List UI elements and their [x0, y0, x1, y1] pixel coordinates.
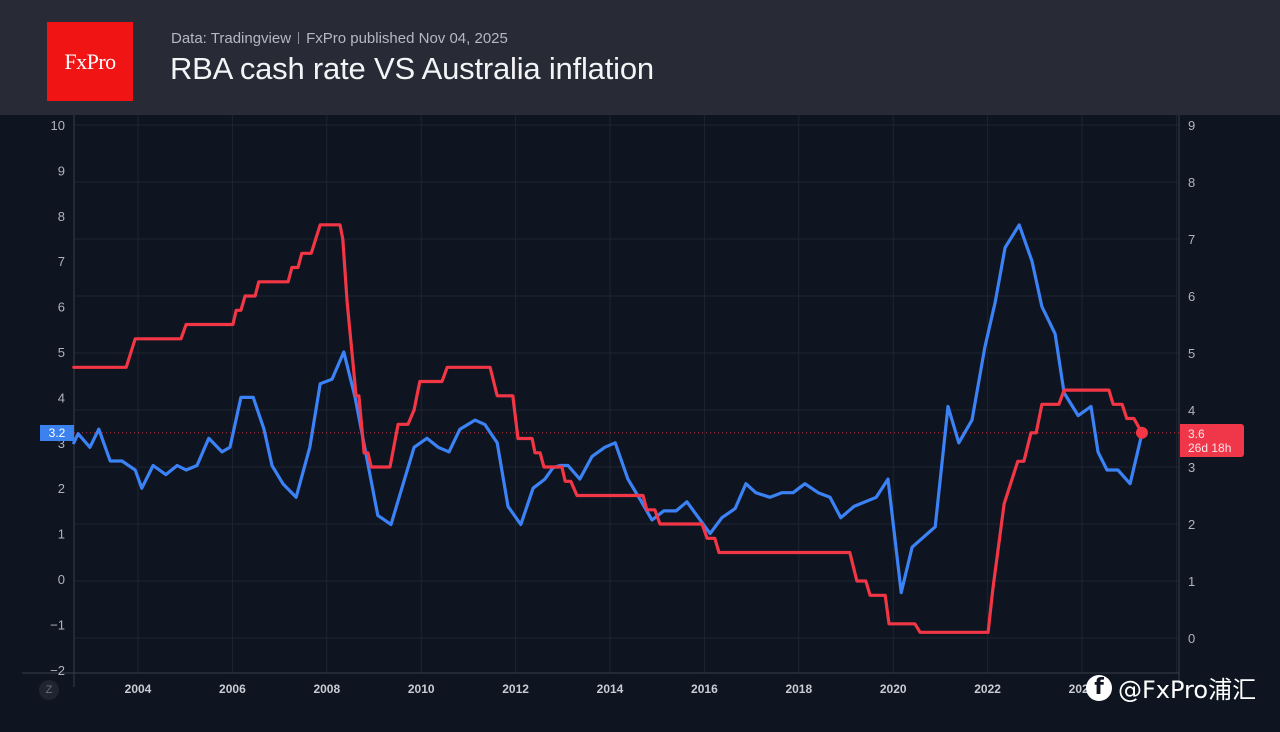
- right-tick-label: 7: [1188, 232, 1195, 247]
- chart-background: [0, 115, 1280, 732]
- separator: [298, 32, 300, 44]
- right-tick-label: 8: [1188, 175, 1195, 190]
- cash-rate-last-point-marker: [1135, 426, 1148, 439]
- x-tick-label: 2012: [502, 682, 529, 696]
- left-tick-label: 2: [58, 481, 65, 496]
- x-tick-label: 2010: [408, 682, 435, 696]
- right-tick-label: 4: [1188, 403, 1195, 418]
- left-tick-label: 1: [58, 527, 65, 542]
- x-tick-label: 2004: [125, 682, 152, 696]
- watermark: f @FxPro浦汇: [1086, 670, 1256, 705]
- left-tick-label: −1: [50, 617, 65, 632]
- facebook-icon: f: [1086, 674, 1112, 701]
- right-tick-label: 5: [1188, 346, 1195, 361]
- watermark-text: @FxPro浦汇: [1118, 676, 1257, 704]
- x-tick-label: 2022: [974, 682, 1001, 696]
- fxpro-logo: FxPro: [47, 22, 133, 101]
- logo-text: FxPro: [64, 48, 116, 74]
- left-tick-label: 3: [58, 436, 65, 451]
- left-tick-label: 7: [58, 254, 65, 269]
- left-tick-label: 6: [58, 300, 65, 315]
- x-tick-label: 2014: [597, 682, 624, 696]
- data-source: Data: Tradingview: [171, 30, 292, 47]
- zoom-reset-button[interactable]: Z: [39, 680, 59, 700]
- header-bar: FxPro Data: Tradingview FxPro published N…: [0, 0, 1280, 115]
- inflation-last-value-label: 3.2: [40, 425, 74, 441]
- cash-rate-last-value-label: 3.6 26d 18h: [1180, 424, 1244, 457]
- left-tick-label: 5: [58, 345, 65, 360]
- x-tick-label: 2020: [880, 682, 907, 696]
- x-tick-label: 2018: [785, 682, 812, 696]
- subtitle: Data: Tradingview FxPro published Nov 04,…: [171, 30, 508, 47]
- chart-title: RBA cash rate VS Australia inflation: [170, 51, 654, 86]
- x-tick-label: 2006: [219, 682, 246, 696]
- left-tick-label: 9: [58, 163, 65, 178]
- right-tick-label: 2: [1188, 517, 1195, 532]
- right-tick-label: 0: [1188, 631, 1195, 646]
- right-tick-label: 1: [1188, 574, 1195, 589]
- cash-rate-value: 3.6: [1188, 427, 1205, 441]
- bar-countdown: 26d 18h: [1188, 441, 1232, 455]
- x-tick-label: 2008: [313, 682, 340, 696]
- inflation-line: [72, 223, 1144, 595]
- left-tick-label: 0: [58, 572, 65, 587]
- cash-rate-line: [72, 223, 1144, 634]
- x-tick-label: 2016: [691, 682, 718, 696]
- right-tick-label: 9: [1188, 118, 1195, 133]
- right-tick-label: 3: [1188, 460, 1195, 475]
- published-date: FxPro published Nov 04, 2025: [306, 30, 508, 47]
- right-tick-label: 6: [1188, 289, 1195, 304]
- left-tick-label: 4: [58, 390, 65, 405]
- left-tick-label: 8: [58, 209, 65, 224]
- left-tick-label: 10: [51, 118, 65, 133]
- left-tick-label: −2: [50, 663, 65, 678]
